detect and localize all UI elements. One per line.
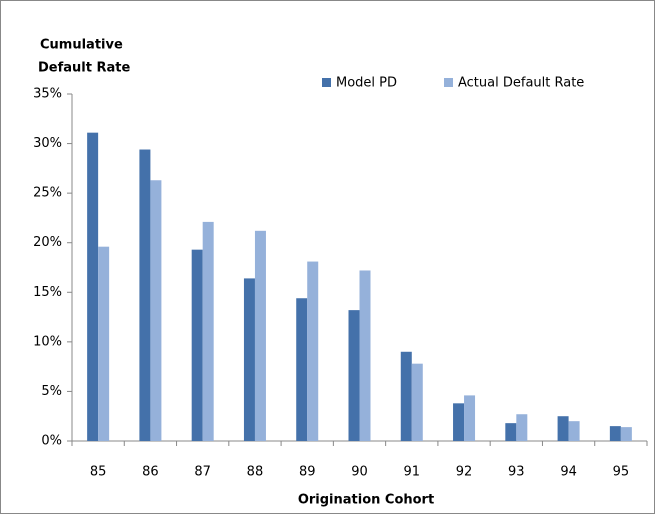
- bar: [191, 249, 203, 441]
- x-tick-label: 94: [560, 465, 577, 480]
- y-tick-label: 30%: [33, 136, 62, 151]
- x-tick-label: 93: [508, 465, 525, 480]
- bar: [87, 132, 99, 441]
- y-tick-label: 10%: [33, 334, 62, 349]
- bar: [505, 423, 517, 441]
- bar: [307, 261, 319, 441]
- x-tick-label: 87: [194, 465, 211, 480]
- legend-swatch: [322, 78, 331, 87]
- x-tick-label: 88: [247, 465, 264, 480]
- y-tick-label: 25%: [33, 186, 62, 201]
- bar: [400, 351, 412, 441]
- bar: [243, 278, 255, 441]
- x-tick-label: 86: [142, 465, 159, 480]
- bar: [98, 246, 110, 441]
- legend-label: Actual Default Rate: [458, 76, 584, 91]
- bar: [150, 180, 162, 442]
- bar: [254, 230, 266, 441]
- x-tick-label: 89: [299, 465, 316, 480]
- bar: [202, 221, 214, 441]
- x-tick-label: 91: [403, 465, 420, 480]
- bar: [568, 421, 580, 441]
- bar: [453, 403, 465, 441]
- x-tick-label: 92: [456, 465, 473, 480]
- bar: [359, 270, 371, 441]
- y-axis-label: Default Rate: [38, 61, 130, 76]
- bar: [411, 363, 423, 441]
- x-axis-label: Origination Cohort: [298, 493, 434, 508]
- bar: [620, 427, 632, 441]
- bar: [609, 426, 621, 441]
- bar: [516, 414, 528, 441]
- x-tick-label: 90: [351, 465, 368, 480]
- y-tick-label: 20%: [33, 235, 62, 250]
- y-tick-label: 5%: [41, 384, 62, 399]
- bar: [557, 416, 569, 441]
- y-tick-label: 35%: [33, 87, 62, 102]
- bar: [296, 298, 308, 441]
- y-tick-label: 15%: [33, 285, 62, 300]
- bar: [348, 310, 360, 441]
- x-tick-label: 95: [613, 465, 630, 480]
- y-tick-label: 0%: [41, 434, 62, 449]
- bar: [464, 395, 476, 441]
- x-tick-label: 85: [90, 465, 107, 480]
- y-axis-label: Cumulative: [40, 38, 123, 53]
- legend-swatch: [444, 78, 453, 87]
- bar: [139, 149, 151, 441]
- legend-label: Model PD: [336, 76, 397, 91]
